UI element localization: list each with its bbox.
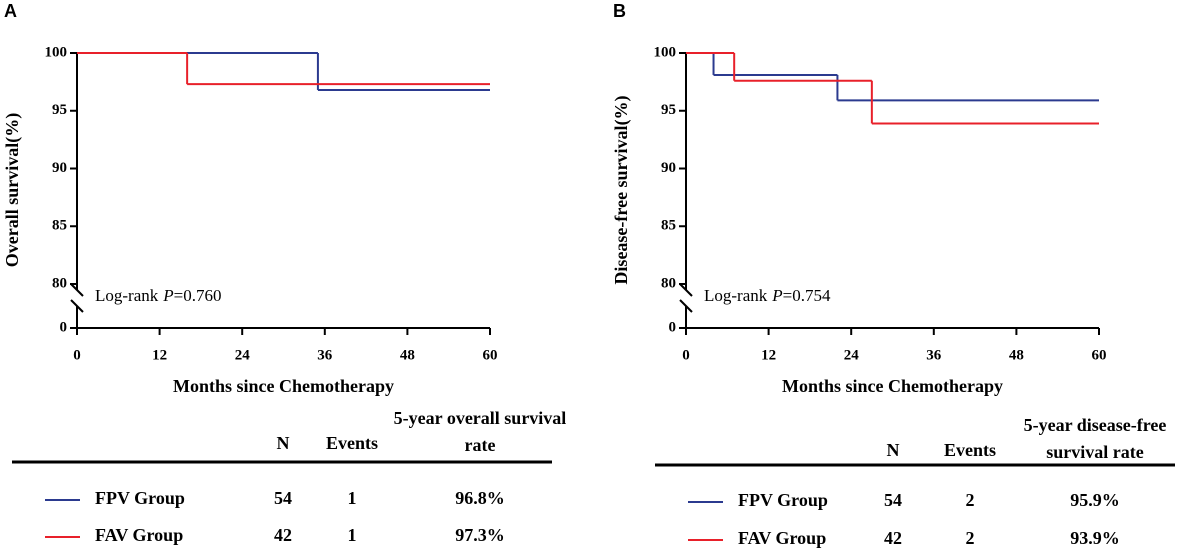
table-cell: 97.3% <box>455 525 505 545</box>
table-cell: 95.9% <box>1070 490 1120 510</box>
legend-label: FAV Group <box>95 525 183 545</box>
x-tick-label: 0 <box>682 347 690 363</box>
axis-break <box>679 283 693 297</box>
legend-label: FPV Group <box>738 490 828 510</box>
y-tick-label: 95 <box>661 102 676 118</box>
y-tick-label: 90 <box>661 160 676 176</box>
x-tick-label: 60 <box>483 347 498 363</box>
panel-label: B <box>613 1 626 21</box>
annotation-value: =0.754 <box>783 286 831 305</box>
table-header: N <box>887 440 900 460</box>
y-tick-label: 80 <box>661 275 676 291</box>
table-cell: 42 <box>884 528 902 548</box>
x-tick-label: 0 <box>73 347 81 363</box>
x-axis-label: Months since Chemotherapy <box>782 376 1003 396</box>
table-header: 5-year overall survival rate <box>393 408 567 455</box>
annotation: Log-rank P=0.754 <box>704 286 831 305</box>
y-tick-label: 80 <box>52 275 67 291</box>
table-cell: 1 <box>348 525 357 545</box>
x-tick-label: 36 <box>317 347 333 363</box>
annotation-text: Log-rank <box>704 286 768 305</box>
panel-label: A <box>4 1 17 21</box>
y-tick-label: 85 <box>661 218 676 234</box>
annotation-italic: P <box>162 286 173 305</box>
table-cell: 2 <box>966 490 975 510</box>
x-tick-label: 12 <box>761 347 776 363</box>
table-cell: 2 <box>966 528 975 548</box>
table-cell: 54 <box>884 490 902 510</box>
y-tick-label: 0 <box>669 319 677 335</box>
annotation-value: =0.760 <box>174 286 222 305</box>
x-tick-label: 36 <box>926 347 942 363</box>
annotation: Log-rank P=0.760 <box>95 286 222 305</box>
annotation-italic: P <box>771 286 782 305</box>
table-header: N <box>277 433 290 453</box>
axis-break <box>70 283 84 297</box>
y-tick-label: 95 <box>52 102 67 118</box>
x-tick-label: 48 <box>1009 347 1024 363</box>
x-axis-label: Months since Chemotherapy <box>173 376 394 396</box>
x-tick-label: 24 <box>844 347 860 363</box>
table-cell: 42 <box>274 525 292 545</box>
y-axis-label: Overall survival(%) <box>2 113 23 267</box>
legend-label: FPV Group <box>95 488 185 508</box>
y-tick-label: 90 <box>52 160 67 176</box>
table-cell: 54 <box>274 488 292 508</box>
table-cell: 96.8% <box>455 488 505 508</box>
x-tick-label: 24 <box>235 347 251 363</box>
table-header: Events <box>944 440 996 460</box>
x-tick-label: 60 <box>1092 347 1107 363</box>
table-header: Events <box>326 433 378 453</box>
legend-label: FAV Group <box>738 528 826 548</box>
y-axis-label: Disease-free survival(%) <box>611 95 632 284</box>
annotation-text: Log-rank <box>95 286 159 305</box>
y-tick-label: 100 <box>654 44 677 60</box>
y-tick-label: 85 <box>52 218 67 234</box>
table-cell: 1 <box>348 488 357 508</box>
y-tick-label: 100 <box>45 44 68 60</box>
x-tick-label: 48 <box>400 347 415 363</box>
x-tick-label: 12 <box>152 347 167 363</box>
table-header: 5-year disease-free survival rate <box>1023 415 1167 462</box>
axis-break <box>70 299 84 313</box>
y-tick-label: 0 <box>60 319 68 335</box>
table-cell: 93.9% <box>1070 528 1120 548</box>
axis-break <box>679 299 693 313</box>
